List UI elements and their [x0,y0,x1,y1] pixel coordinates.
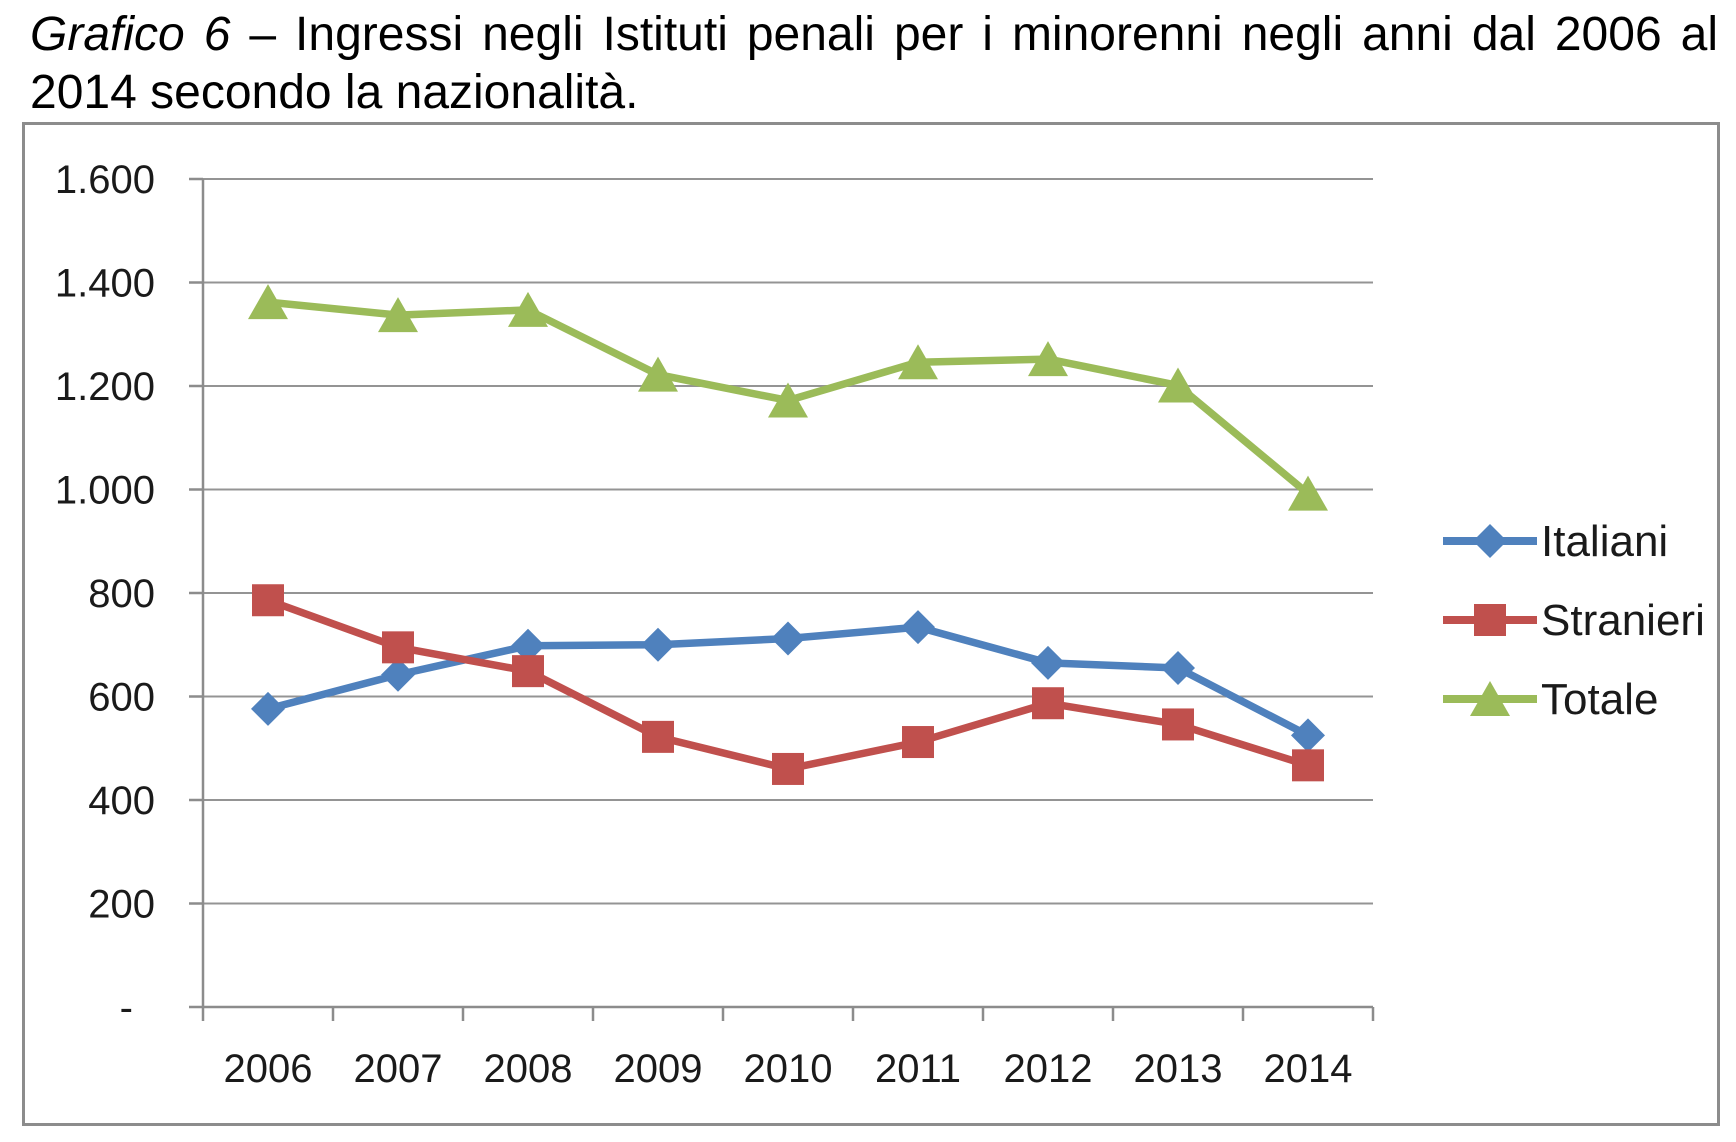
series-totale-marker [1288,475,1328,511]
series-italiani-marker [1031,645,1065,680]
series-stranieri-marker [512,655,544,688]
series-italiani-marker [1161,651,1195,686]
series-stranieri-marker [772,752,804,785]
series-stranieri-marker [1162,708,1194,741]
legend-item-totale: Totale [1443,675,1658,724]
series-italiani-marker [901,610,935,645]
series-totale-marker [1028,341,1068,377]
legend-item-stranieri: Stranieri [1443,596,1705,645]
series-totale [248,284,1328,511]
series-italiani [251,610,1325,753]
series-italiani-marker [771,621,805,656]
x-axis-label: 2007 [354,1047,443,1091]
y-axis-label: 400 [88,779,155,823]
series-stranieri-marker [1292,749,1324,782]
series-stranieri-marker [902,726,934,759]
legend-label: Stranieri [1541,596,1705,645]
legend: Italiani Stranieri Totale [1443,517,1705,724]
series-totale-marker [508,291,548,327]
y-axis-label: 800 [88,572,155,616]
legend-marker-triangle-icon [1470,681,1510,716]
series-italiani-marker [381,657,415,692]
series-totale-marker [898,344,938,380]
series-stranieri-marker [642,720,674,753]
legend-label: Italiani [1541,517,1668,566]
x-axis-label: 2014 [1264,1047,1353,1091]
series-italiani-marker [511,628,545,663]
x-axis-label: 2013 [1134,1047,1223,1091]
legend-marker-diamond-icon [1473,524,1507,558]
y-axis-label: 1.600 [55,158,155,202]
y-axis-label: 1.200 [55,365,155,409]
x-axis-label: 2012 [1004,1047,1093,1091]
caption-line-2: 2014 secondo la nazionalità. [30,66,639,119]
figure-caption: Grafico 6 – Ingressi negli Istituti pena… [30,6,1718,122]
x-axis-label: 2011 [875,1047,961,1091]
y-axis-label: 200 [88,883,155,927]
legend-marker-square-icon [1474,604,1506,636]
legend-label: Totale [1541,675,1658,724]
series-stranieri [252,584,1324,785]
series-italiani-marker [1291,718,1325,753]
series-stranieri-marker [382,631,414,664]
y-axis-label: 1.000 [55,469,155,513]
series-italiani-marker [251,691,285,726]
series-italiani-marker [641,627,675,662]
x-axis-label: 2006 [224,1047,313,1091]
x-axis-label: 2009 [614,1047,703,1091]
y-axis-label: 1.400 [55,262,155,306]
line-chart: - 200 400 600 800 1.000 1.200 1.400 1.600 2006 200… [55,158,1705,1091]
series-totale-marker [768,382,808,418]
series-stranieri-marker [252,584,284,617]
series-totale-marker [248,284,288,320]
series-totale-marker [1158,367,1198,403]
x-axis-label: 2008 [484,1047,573,1091]
chart-frame: - 200 400 600 800 1.000 1.200 1.400 1.600 2006 200… [22,122,1720,1126]
x-axis-label: 2010 [744,1047,833,1091]
caption-line-1: Grafico 6 – Ingressi negli Istituti pena… [30,6,1718,64]
legend-item-italiani: Italiani [1443,517,1668,566]
y-axis-label: - [120,986,133,1030]
series-totale-marker [378,297,418,333]
y-axis-label: 600 [88,676,155,720]
caption-figure-number: Grafico 6 [30,8,231,61]
series-stranieri-marker [1032,687,1064,720]
series-totale-marker [638,356,678,392]
caption-text-line-1: – Ingressi negli Istituti penali per i m… [230,8,1718,61]
